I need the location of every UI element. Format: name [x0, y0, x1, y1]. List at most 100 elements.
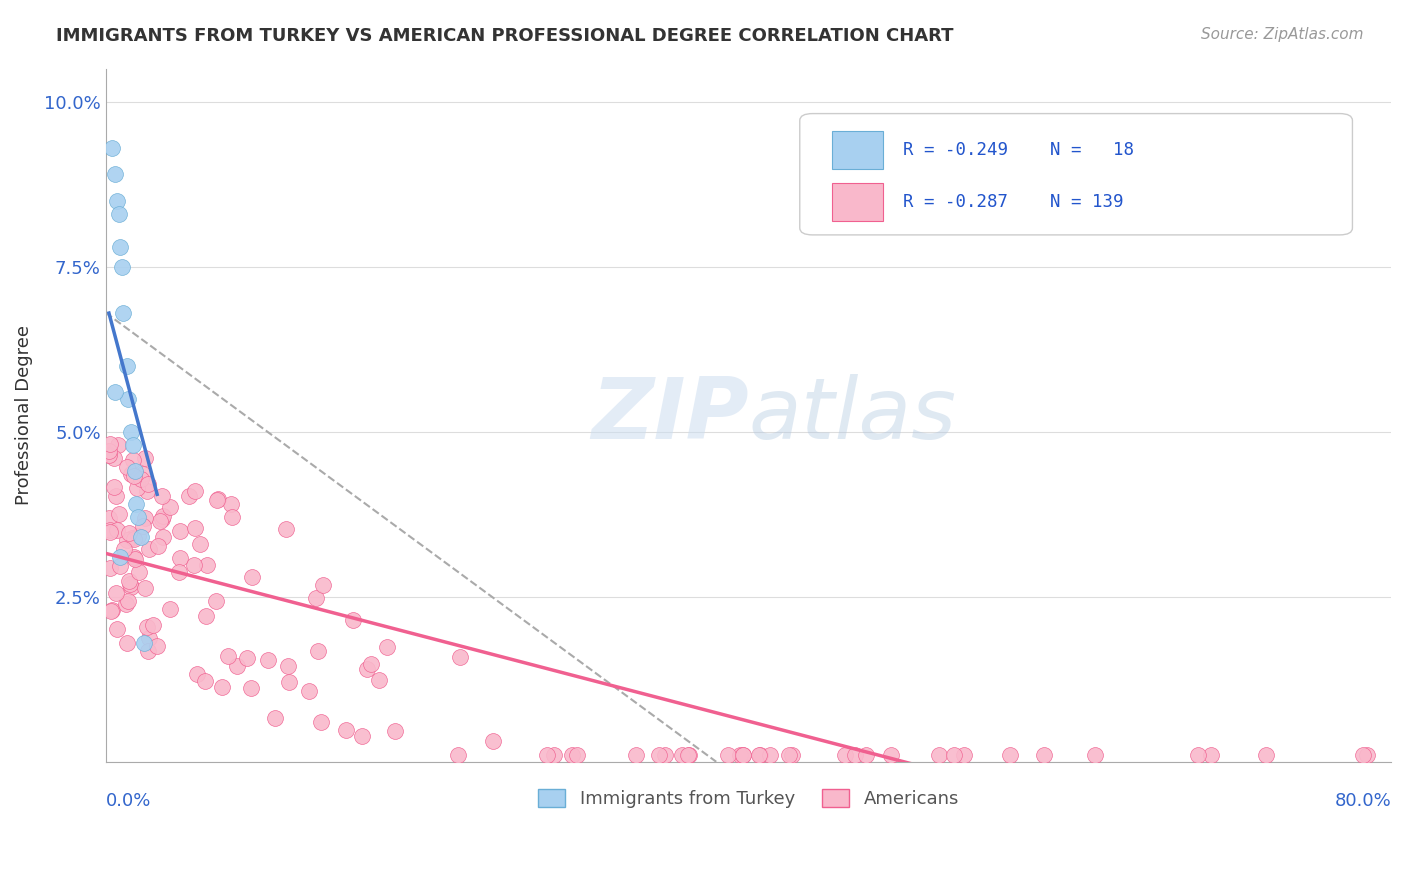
Point	[356, 662, 378, 676]
Point	[335, 723, 357, 737]
Text: Source: ZipAtlas.com: Source: ZipAtlas.com	[1201, 27, 1364, 42]
Point	[105, 524, 128, 538]
Point	[121, 531, 143, 545]
Point	[188, 537, 211, 551]
Point	[834, 748, 856, 763]
Point	[124, 533, 146, 547]
Point	[186, 667, 208, 681]
Point	[152, 530, 174, 544]
Point	[120, 425, 142, 439]
Point	[118, 574, 141, 588]
Point	[98, 525, 121, 540]
Point	[152, 509, 174, 524]
Point	[129, 472, 152, 486]
Point	[122, 549, 145, 564]
Point	[101, 141, 124, 155]
Point	[731, 748, 754, 763]
Point	[125, 497, 148, 511]
Point	[855, 748, 877, 763]
Point	[998, 748, 1021, 763]
Bar	[832, 183, 883, 221]
Point	[97, 444, 120, 458]
Point	[129, 530, 152, 544]
Point	[207, 493, 229, 508]
Text: atlas: atlas	[748, 374, 956, 457]
Point	[101, 603, 124, 617]
Point	[136, 619, 159, 633]
Point	[146, 540, 169, 554]
Point	[114, 598, 136, 612]
Point	[142, 618, 165, 632]
Point	[1033, 748, 1056, 763]
Point	[305, 591, 328, 605]
Point	[105, 622, 128, 636]
Point	[211, 680, 233, 694]
Point	[122, 469, 145, 483]
Point	[150, 489, 173, 503]
Point	[350, 730, 373, 744]
Point	[342, 613, 364, 627]
Point	[205, 594, 228, 608]
Point	[671, 748, 693, 763]
Point	[134, 511, 156, 525]
Point	[104, 385, 127, 400]
Point	[184, 521, 207, 535]
Point	[127, 510, 149, 524]
Point	[98, 448, 121, 462]
Point	[108, 550, 131, 565]
Point	[98, 511, 121, 525]
Point	[115, 359, 138, 373]
Point	[749, 748, 772, 763]
Point	[98, 561, 121, 575]
Point	[138, 542, 160, 557]
Point	[124, 551, 146, 566]
Point	[184, 483, 207, 498]
Point	[115, 533, 138, 548]
Point	[536, 748, 558, 763]
Point	[104, 585, 127, 599]
Point	[678, 748, 700, 763]
Text: R = -0.287    N = 139: R = -0.287 N = 139	[903, 194, 1123, 211]
Point	[135, 483, 157, 498]
Point	[780, 748, 803, 763]
Point	[136, 644, 159, 658]
Point	[107, 438, 129, 452]
Point	[117, 392, 139, 406]
Point	[1357, 748, 1379, 763]
Point	[98, 437, 121, 451]
Y-axis label: Professional Degree: Professional Degree	[15, 326, 32, 505]
Point	[132, 519, 155, 533]
Point	[128, 565, 150, 579]
Point	[240, 569, 263, 583]
Point	[112, 306, 135, 320]
Point	[1353, 748, 1375, 763]
Point	[219, 497, 242, 511]
Point	[127, 528, 149, 542]
Point	[149, 515, 172, 529]
Point	[177, 489, 200, 503]
Point	[105, 194, 128, 208]
Text: ZIP: ZIP	[591, 374, 748, 457]
Point	[120, 580, 142, 594]
Point	[1254, 748, 1277, 763]
Text: IMMIGRANTS FROM TURKEY VS AMERICAN PROFESSIONAL DEGREE CORRELATION CHART: IMMIGRANTS FROM TURKEY VS AMERICAN PROFE…	[56, 27, 953, 45]
Point	[207, 492, 229, 507]
Point	[264, 711, 287, 725]
Point	[728, 748, 751, 763]
Point	[1084, 748, 1107, 763]
Point	[132, 467, 155, 481]
Point	[118, 576, 141, 591]
Point	[97, 448, 120, 462]
Point	[312, 577, 335, 591]
Point	[108, 240, 131, 254]
Point	[257, 653, 280, 667]
Point	[308, 644, 330, 658]
Point	[235, 651, 257, 665]
Point	[105, 490, 128, 504]
Point	[195, 608, 218, 623]
Point	[111, 260, 134, 274]
Point	[169, 551, 191, 566]
Point	[360, 657, 382, 672]
Point	[447, 748, 470, 763]
Point	[880, 748, 903, 763]
